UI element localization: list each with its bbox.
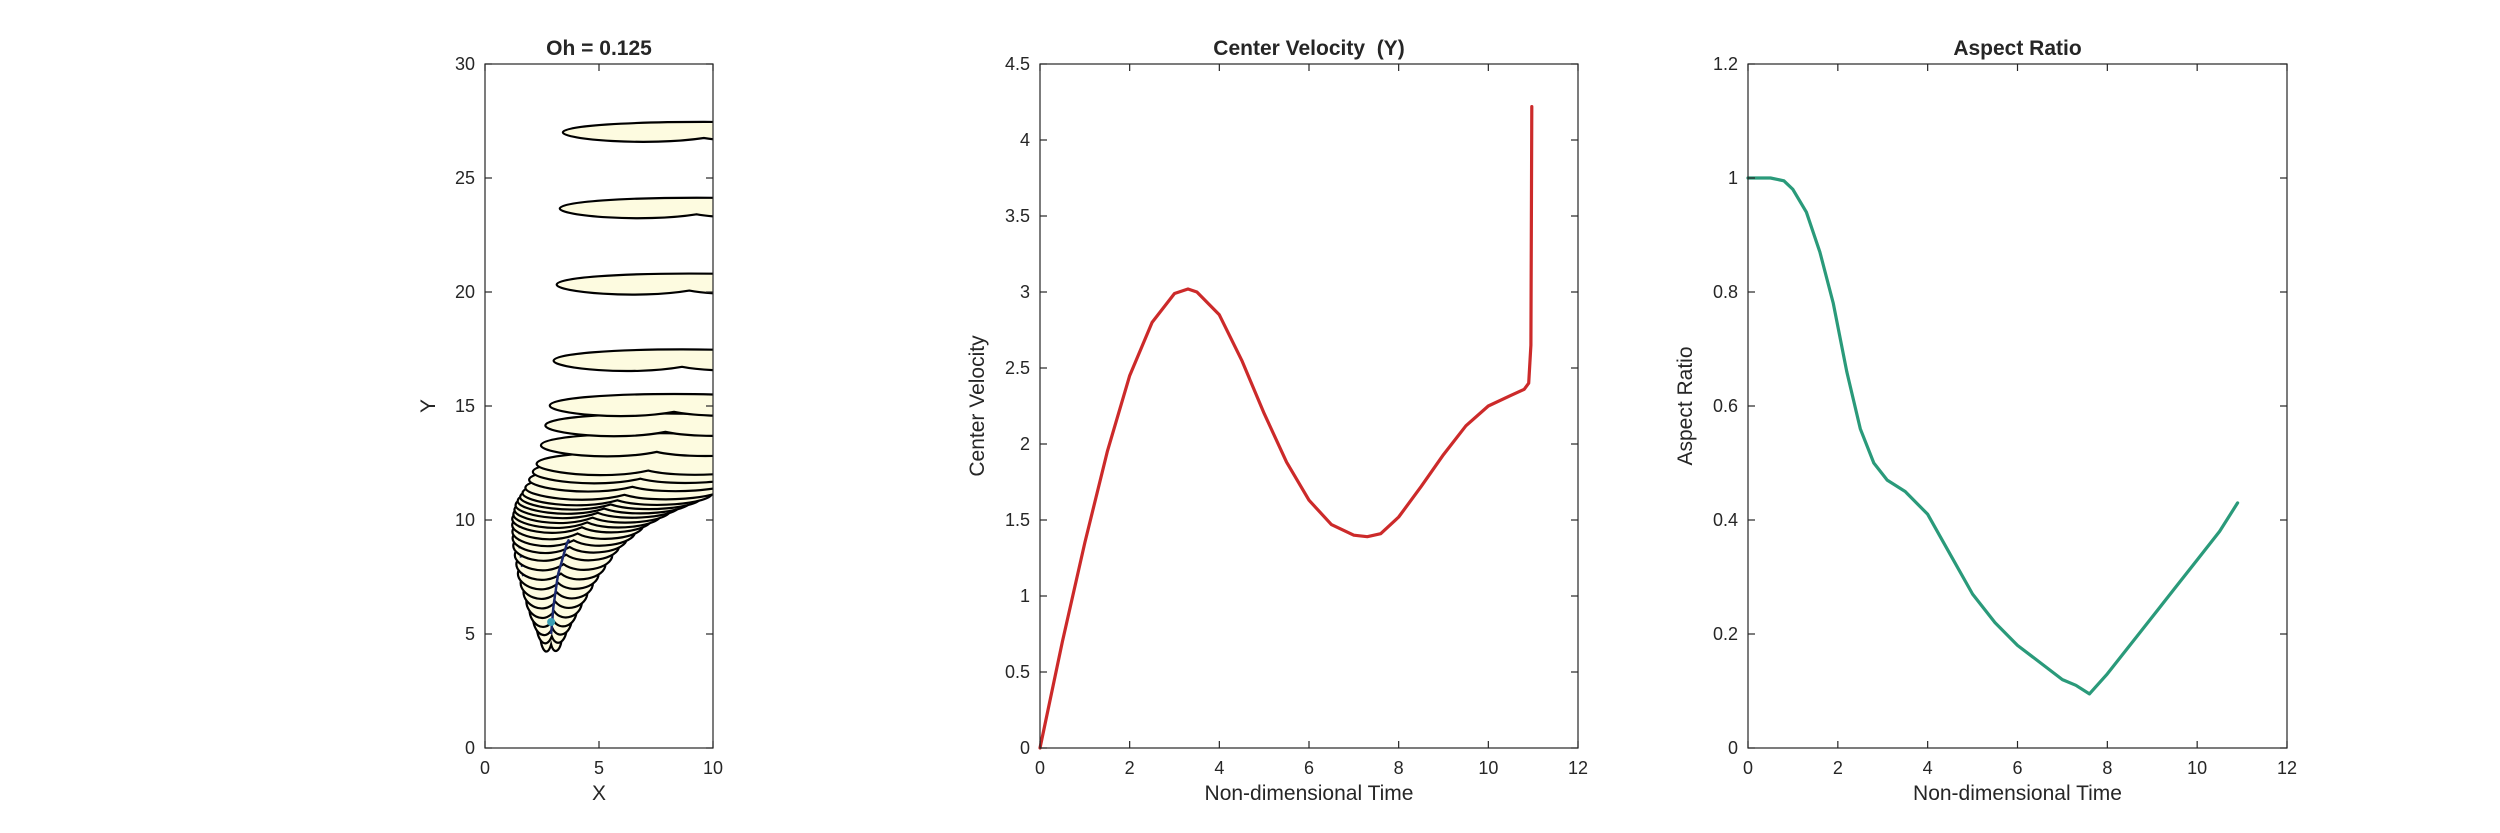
axis-ticks: 0 5 10 0 5 10 15 20 25 30 [455, 54, 723, 778]
x-tick-label: 10 [703, 758, 723, 778]
center-velocity-panel: 0 2 4 6 8 10 12 0 0.5 1 1.5 2 2.5 3 3.5 4 4.5 Center Vel… [966, 37, 1588, 805]
x-tick-label: 8 [1394, 758, 1404, 778]
y-tick-label: 0.2 [1713, 624, 1738, 644]
y-tick-label: 25 [455, 168, 475, 188]
x-tick-label: 12 [1568, 758, 1588, 778]
x-tick-label: 10 [1478, 758, 1498, 778]
y-tick-label: 15 [455, 396, 475, 416]
chart-title: Oh = 0.125 [546, 37, 652, 60]
y-tick-label: 3.5 [1005, 206, 1030, 226]
x-tick-label: 0 [1743, 758, 1753, 778]
x-tick-label: 0 [1035, 758, 1045, 778]
axis-ticks: 0 2 4 6 8 10 12 0 0.5 1 1.5 2 2.5 3 3.5 4 4.5 [1005, 54, 1588, 778]
droplet-outline [555, 272, 713, 296]
droplet-outline [558, 196, 713, 220]
chart-title: Aspect Ratio [1953, 37, 2081, 60]
y-tick-label: 0.4 [1713, 510, 1738, 530]
droplet-outline [561, 120, 713, 143]
y-tick-label: 1.2 [1713, 54, 1738, 74]
y-tick-label: 4 [1020, 130, 1030, 150]
y-axis-label: Y [417, 399, 440, 413]
droplet-outlines [511, 120, 713, 653]
y-tick-label: 3 [1020, 282, 1030, 302]
droplet-outline [548, 392, 713, 418]
y-tick-label: 2.5 [1005, 358, 1030, 378]
y-tick-label: 1 [1728, 168, 1738, 188]
velocity-series [1038, 104, 1534, 750]
y-tick-label: 1.5 [1005, 510, 1030, 530]
droplet-outline [552, 348, 713, 373]
y-tick-label: 1 [1020, 586, 1030, 606]
x-tick-label: 4 [1214, 758, 1224, 778]
y-tick-label: 0 [1020, 738, 1030, 758]
x-tick-label: 8 [2102, 758, 2112, 778]
series-line [1746, 176, 2240, 696]
x-tick-label: 10 [2187, 758, 2207, 778]
y-tick-label: 0 [1728, 738, 1738, 758]
x-tick-label: 12 [2277, 758, 2297, 778]
x-axis-label: Non-dimensional Time [1205, 782, 1414, 805]
x-tick-label: 2 [1125, 758, 1135, 778]
x-tick-label: 2 [1833, 758, 1843, 778]
y-tick-label: 0.6 [1713, 396, 1738, 416]
axis-ticks: 0 2 4 6 8 10 12 0 0.2 0.4 0.6 0.8 1 1.2 [1713, 54, 2297, 778]
y-tick-label: 2 [1020, 434, 1030, 454]
aspect-ratio-series [1746, 176, 2240, 696]
series-line [1038, 104, 1534, 750]
y-tick-label: 0.5 [1005, 662, 1030, 682]
y-tick-label: 0 [465, 738, 475, 758]
y-tick-label: 30 [455, 54, 475, 74]
x-tick-label: 6 [2012, 758, 2022, 778]
y-tick-label: 0.8 [1713, 282, 1738, 302]
x-tick-label: 6 [1304, 758, 1314, 778]
y-tick-label: 20 [455, 282, 475, 302]
y-tick-label: 5 [465, 624, 475, 644]
y-tick-label: 4.5 [1005, 54, 1030, 74]
x-tick-label: 5 [594, 758, 604, 778]
x-axis-label: X [592, 782, 606, 805]
x-tick-label: 4 [1923, 758, 1933, 778]
chart-title: Center Velocity (Y) [1213, 37, 1404, 60]
x-axis-label: Non-dimensional Time [1913, 782, 2122, 805]
y-tick-label: 10 [455, 510, 475, 530]
droplet-shape-panel: 0 5 10 0 5 10 15 20 25 30 Oh = 0.125 X Y [417, 37, 723, 805]
droplet-core [547, 618, 556, 626]
y-axis-label: Aspect Ratio [1674, 346, 1697, 465]
x-tick-label: 0 [480, 758, 490, 778]
y-axis-label: Center Velocity [966, 335, 989, 477]
